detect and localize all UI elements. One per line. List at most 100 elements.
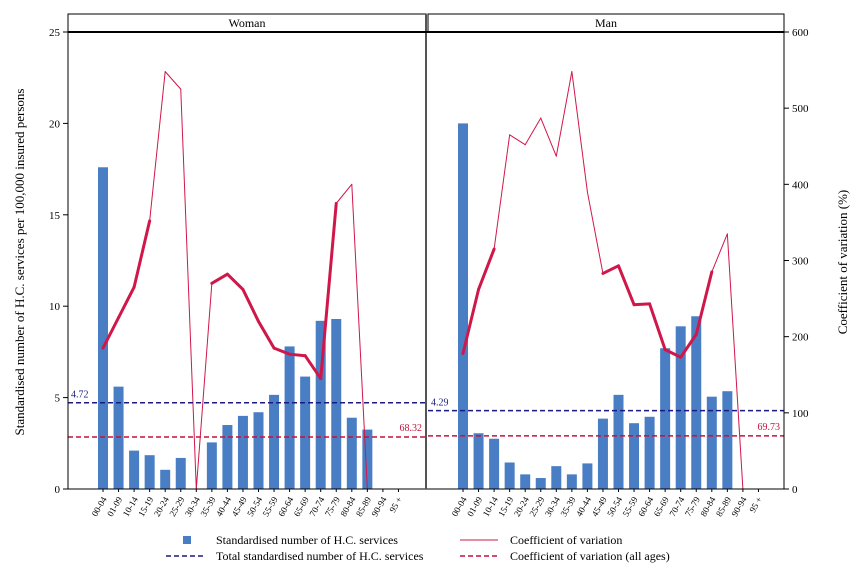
- cv-line-woman-segment-5: [180, 88, 197, 490]
- bar-man-0: [458, 123, 468, 490]
- bar-man-13: [660, 348, 671, 489]
- bar-man-8: [582, 463, 593, 489]
- bar-woman-15: [331, 318, 342, 489]
- bar-man-15: [691, 316, 702, 489]
- y-left-tick-label-1: 5: [55, 393, 61, 405]
- cv-line-woman-segment-10: [257, 319, 276, 350]
- cv-all-label-woman: 68.32: [400, 423, 423, 434]
- bar-woman-1: [113, 386, 124, 489]
- x-tick-label-man-18: 90-94: [729, 495, 748, 519]
- y-left-tick-label-3: 15: [49, 210, 61, 222]
- cv-line-woman-segment-14: [319, 201, 338, 381]
- cv-line-man-segment-14: [679, 332, 698, 359]
- cv-line-man-segment-17: [726, 233, 744, 490]
- cv-line-man-segment-0: [461, 287, 481, 355]
- y-right-tick-label-4: 400: [792, 179, 809, 191]
- cv-line-woman-segment-2: [132, 219, 152, 289]
- cv-line-man-segment-6: [555, 71, 573, 157]
- cv-line-man-segment-4: [524, 117, 542, 146]
- cv-line-woman-segment-4: [164, 71, 182, 90]
- cv-line-man-segment-11: [632, 302, 652, 307]
- y-left-tick-label-5: 25: [49, 27, 61, 39]
- bar-woman-5: [175, 457, 186, 489]
- cv-line-woman-segment-15: [335, 183, 353, 204]
- cv-line-man-segment-10: [617, 264, 636, 307]
- cv-line-man-segment-5: [540, 117, 557, 157]
- y-right-tick-label-6: 600: [792, 27, 809, 39]
- bar-woman-16: [346, 417, 357, 489]
- legend-total-label: Total standardised number of H.C. servic…: [216, 549, 424, 563]
- bar-man-3: [504, 462, 515, 489]
- y-axis-left-title: Standardised number of H.C. services per…: [12, 89, 27, 436]
- y-left-tick-label-4: 20: [49, 118, 61, 130]
- cv-line-man-segment-13: [663, 348, 683, 359]
- total-label-woman: 4.72: [71, 390, 89, 401]
- cv-line-man-segment-12: [648, 302, 667, 352]
- cv-line-woman-segment-8: [225, 272, 245, 291]
- bar-man-1: [473, 433, 484, 489]
- bar-man-10: [613, 394, 624, 489]
- bar-man-16: [706, 396, 717, 489]
- bar-woman-0: [98, 167, 108, 489]
- cv-all-label-man: 69.73: [758, 422, 781, 433]
- bar-man-7: [566, 474, 577, 489]
- y-right-tick-label-2: 200: [792, 332, 809, 344]
- bar-woman-7: [206, 442, 217, 489]
- bar-woman-8: [222, 425, 233, 489]
- bar-woman-3: [144, 455, 155, 489]
- bar-man-12: [644, 416, 655, 489]
- panel-title-man: Man: [595, 16, 617, 30]
- cv-line-woman-segment-9: [241, 287, 260, 323]
- y-left-tick-label-2: 10: [49, 301, 61, 313]
- total-label-man: 4.29: [431, 398, 449, 409]
- bar-woman-9: [237, 415, 248, 489]
- cv-line-man-segment-15: [694, 270, 714, 336]
- bar-woman-4: [160, 469, 171, 489]
- y-right-tick-label-5: 500: [792, 103, 809, 115]
- bar-woman-13: [300, 376, 311, 489]
- cv-line-man-segment-9: [601, 264, 620, 275]
- cv-line-man-segment-8: [586, 191, 604, 274]
- y-axis-right-title: Coefficient of variation (%): [835, 190, 850, 335]
- legend-cv-all-label: Coefficient of variation (all ages): [510, 549, 670, 563]
- bar-woman-2: [129, 450, 140, 489]
- cv-line-man-segment-3: [509, 134, 526, 146]
- x-tick-label-man-19: 95 +: [747, 495, 764, 514]
- bar-man-5: [535, 478, 546, 489]
- cv-line-woman-segment-6: [195, 282, 213, 490]
- bar-man-9: [597, 418, 608, 489]
- cv-line-woman-segment-13: [303, 354, 323, 381]
- bar-man-2: [489, 438, 500, 489]
- cv-line-man-segment-7: [571, 71, 588, 193]
- cv-line-woman-segment-11: [272, 346, 292, 356]
- cv-line-woman-segment-16: [351, 183, 368, 490]
- cv-line-man-segment-16: [711, 233, 728, 273]
- legend-bars-label: Standardised number of H.C. services: [216, 533, 398, 547]
- bar-woman-10: [253, 412, 264, 489]
- cv-line-woman-segment-12: [288, 352, 307, 358]
- panel-title-woman: Woman: [228, 16, 265, 30]
- cv-line-man-segment-1: [477, 247, 496, 291]
- cv-line-woman-segment-0: [101, 316, 121, 350]
- bar-woman-14: [315, 320, 326, 489]
- cv-line-woman-segment-7: [210, 272, 229, 285]
- bar-man-17: [722, 391, 733, 489]
- y-right-tick-label-0: 0: [792, 484, 798, 496]
- cv-line-man-segment-2: [493, 134, 511, 250]
- x-tick-label-woman-19: 95 +: [387, 495, 404, 514]
- y-right-tick-label-3: 300: [792, 256, 809, 268]
- cv-line-woman-segment-1: [117, 285, 136, 320]
- bar-woman-17: [362, 429, 373, 489]
- y-right-tick-label-1: 100: [792, 408, 809, 420]
- cv-line-woman-segment-3: [149, 71, 166, 222]
- legend-cv-label: Coefficient of variation: [510, 533, 622, 547]
- bar-man-6: [551, 466, 562, 489]
- x-tick-label-woman-18: 90-94: [369, 495, 388, 519]
- bar-woman-12: [284, 346, 295, 489]
- bar-man-14: [675, 326, 686, 489]
- bar-man-4: [520, 474, 531, 489]
- y-left-tick-label-0: 0: [55, 484, 61, 496]
- bar-woman-11: [269, 394, 280, 489]
